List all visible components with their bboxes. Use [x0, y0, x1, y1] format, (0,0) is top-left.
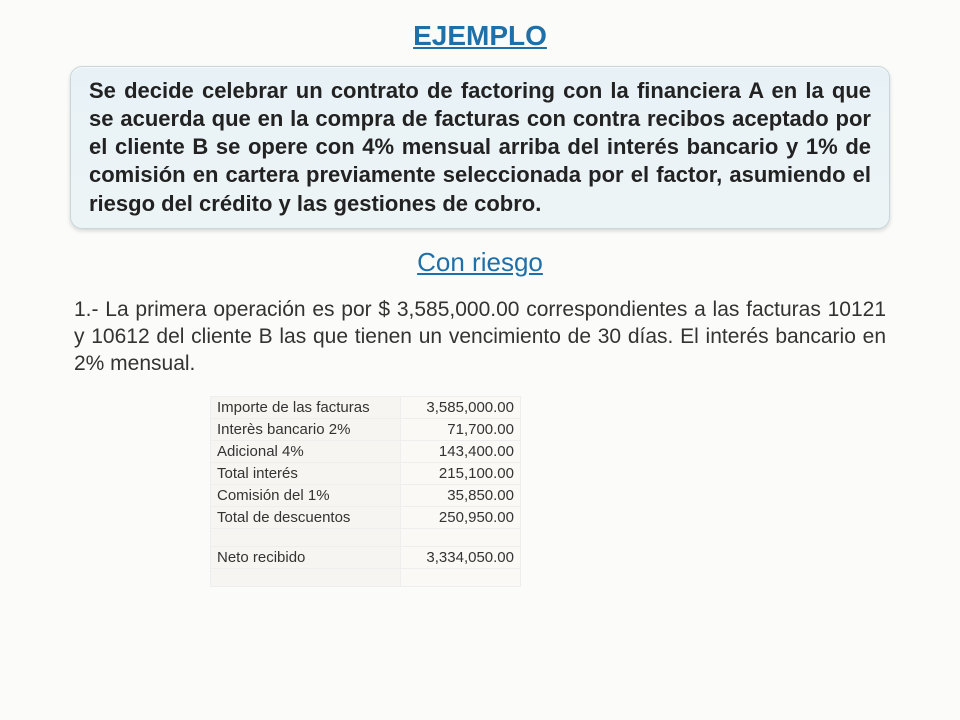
table-value-cell: 215,100.00 [401, 462, 521, 484]
table-value-cell: 250,950.00 [401, 506, 521, 528]
table-label-cell: Total de descuentos [211, 506, 401, 528]
table-label-cell: Interès bancario 2% [211, 418, 401, 440]
table-row: Interès bancario 2%71,700.00 [211, 418, 521, 440]
description-box: Se decide celebrar un contrato de factor… [70, 66, 890, 229]
table-row: Total de descuentos250,950.00 [211, 506, 521, 528]
table-value-cell [401, 568, 521, 586]
table-row: Importe de las facturas3,585,000.00 [211, 396, 521, 418]
table-row [211, 528, 521, 546]
table-row: Adicional 4%143,400.00 [211, 440, 521, 462]
table-value-cell: 3,585,000.00 [401, 396, 521, 418]
body-paragraph: 1.- La primera operación es por $ 3,585,… [70, 296, 890, 378]
table-value-cell: 3,334,050.00 [401, 546, 521, 568]
table-label-cell [211, 568, 401, 586]
table-value-cell: 35,850.00 [401, 484, 521, 506]
page-title: EJEMPLO [70, 20, 890, 52]
table-row [211, 568, 521, 586]
table-label-cell [211, 528, 401, 546]
calculation-table-body: Importe de las facturas3,585,000.00Inter… [211, 396, 521, 586]
table-value-cell: 143,400.00 [401, 440, 521, 462]
table-label-cell: Importe de las facturas [211, 396, 401, 418]
table-label-cell: Neto recibido [211, 546, 401, 568]
table-value-cell: 71,700.00 [401, 418, 521, 440]
table-row: Comisión del 1%35,850.00 [211, 484, 521, 506]
table-value-cell [401, 528, 521, 546]
slide: EJEMPLO Se decide celebrar un contrato d… [0, 0, 960, 607]
table-label-cell: Total interés [211, 462, 401, 484]
description-text: Se decide celebrar un contrato de factor… [89, 77, 871, 218]
table-row: Total interés215,100.00 [211, 462, 521, 484]
section-subtitle: Con riesgo [70, 247, 890, 278]
table-row: Neto recibido3,334,050.00 [211, 546, 521, 568]
calculation-table: Importe de las facturas3,585,000.00Inter… [210, 396, 521, 587]
table-label-cell: Adicional 4% [211, 440, 401, 462]
table-label-cell: Comisión del 1% [211, 484, 401, 506]
